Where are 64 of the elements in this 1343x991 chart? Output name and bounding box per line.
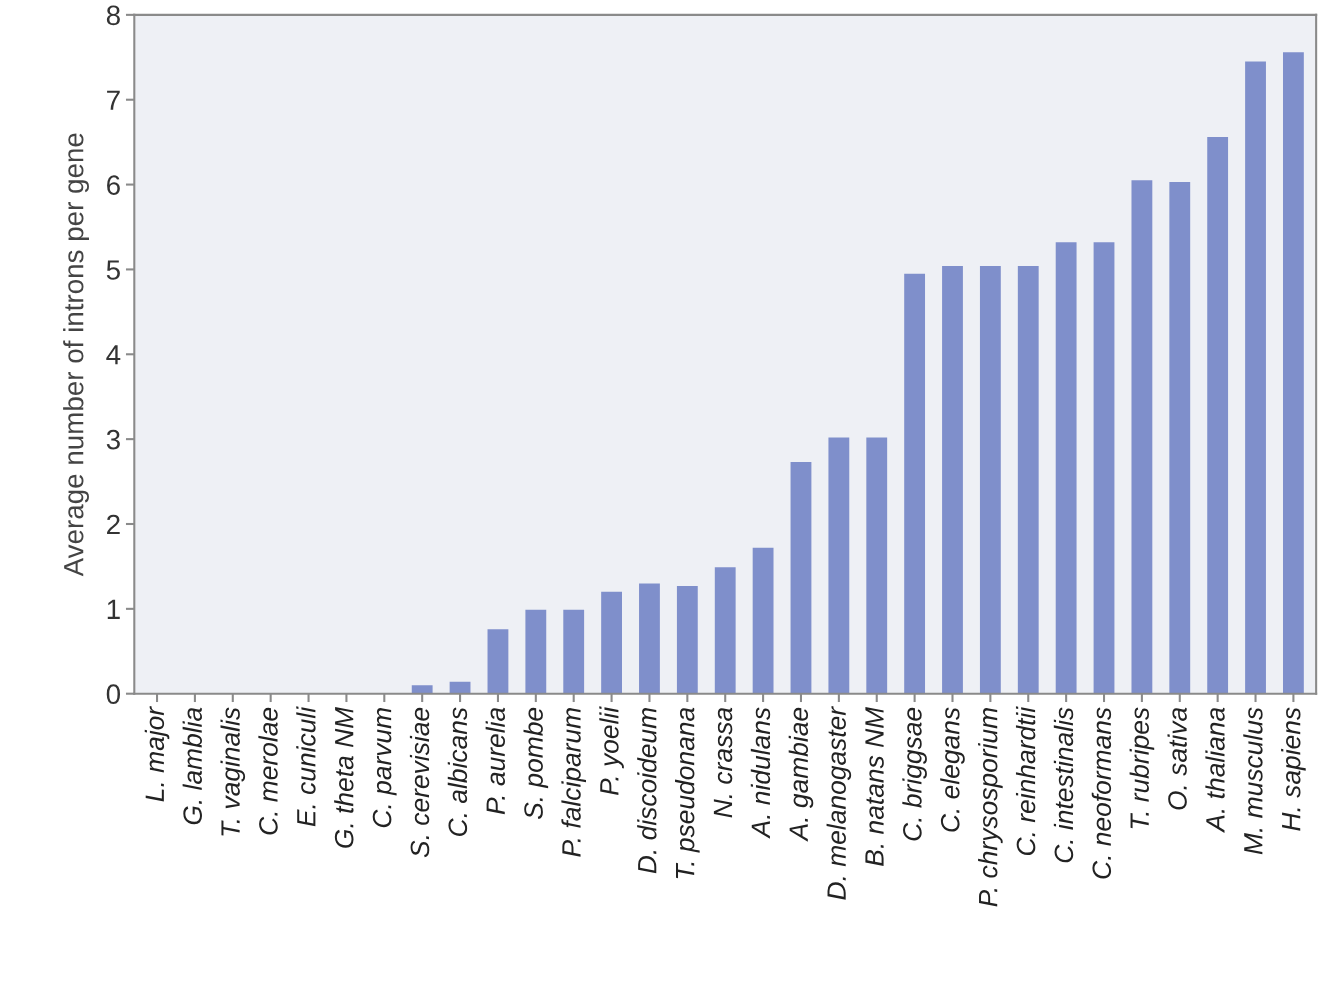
bar	[790, 462, 812, 694]
x-tick-label: E. cuniculi	[296, 706, 316, 827]
y-tick-label: 2	[107, 514, 120, 535]
x-tick-label: C. parvum	[372, 708, 397, 828]
x-tick-label: H. sapiens	[1281, 707, 1306, 831]
x-tick-label: A. nidulans	[750, 707, 771, 839]
x-tick-label: C. albicans	[447, 707, 468, 836]
x-tick-label: C. merolae	[258, 707, 278, 835]
bar	[942, 266, 963, 694]
x-tick-label: L. major	[144, 706, 170, 802]
x-tick-label: B. natans NM	[865, 706, 884, 866]
bar	[563, 609, 585, 694]
x-tick-label: O. sativa	[1167, 707, 1187, 810]
x-tick-label: T. rubripes	[1129, 707, 1155, 829]
x-tick-label: A. gambiae	[788, 707, 814, 842]
x-tick-label: C. elegans	[940, 707, 965, 832]
bar	[979, 266, 1001, 694]
x-tick-label: C. reinhardtii	[1015, 706, 1036, 856]
bar	[1169, 182, 1191, 694]
bar	[1017, 266, 1039, 694]
y-tick-label: 8	[106, 5, 120, 26]
y-tick-label: 5	[106, 260, 120, 280]
x-tick-label: G. theta NM	[334, 706, 354, 848]
bar	[601, 591, 622, 694]
x-tick-label: D. melanogaster	[826, 705, 852, 900]
bar	[1283, 52, 1304, 694]
x-tick-label: S. pombe	[523, 707, 549, 820]
x-tick-label: C. neoformans	[1091, 707, 1112, 879]
x-tick-label: P. aurelia	[485, 707, 506, 815]
bar	[714, 567, 736, 694]
bar	[1055, 242, 1077, 694]
y-tick-label: 6	[107, 175, 120, 195]
x-tick-label: N. crassa	[713, 707, 733, 818]
y-tick-label: 0	[106, 684, 121, 705]
bar	[866, 437, 888, 694]
x-tick-label: S. cerevisiae	[409, 707, 430, 858]
bar	[1093, 242, 1115, 694]
x-tick-label: P. yoelii	[599, 706, 624, 796]
bar	[752, 547, 774, 694]
x-tick-label: T. vaginalis	[220, 707, 246, 836]
bar	[1207, 137, 1229, 694]
y-tick-label: 3	[106, 429, 120, 450]
x-tick-label: T. pseudonana	[675, 707, 700, 879]
x-tick-label: P. falciparum	[561, 708, 586, 857]
bar	[487, 629, 509, 694]
bar	[411, 685, 433, 694]
y-tick-label: 7	[107, 90, 120, 110]
x-tick-label: P. chrysosporium	[978, 708, 1003, 907]
bar	[639, 583, 660, 694]
x-tick-label: G. lamblia	[182, 707, 202, 825]
bar	[525, 609, 547, 694]
bar	[904, 273, 926, 694]
y-axis-title: Average number of introns per gene	[63, 133, 89, 577]
y-tick-label: 1	[107, 599, 120, 619]
x-tick-label: M. musculus	[1243, 707, 1263, 855]
bar	[1131, 180, 1153, 694]
x-tick-label: C. briggsae	[902, 707, 927, 841]
bar	[828, 437, 850, 694]
x-tick-label: A. thaliana	[1205, 707, 1225, 833]
x-tick-label: C. intestinalis	[1053, 707, 1074, 863]
bar	[676, 585, 698, 694]
y-tick-label: 4	[106, 345, 121, 365]
x-tick-label: D. discoideum	[637, 708, 657, 874]
bar	[1245, 61, 1266, 694]
